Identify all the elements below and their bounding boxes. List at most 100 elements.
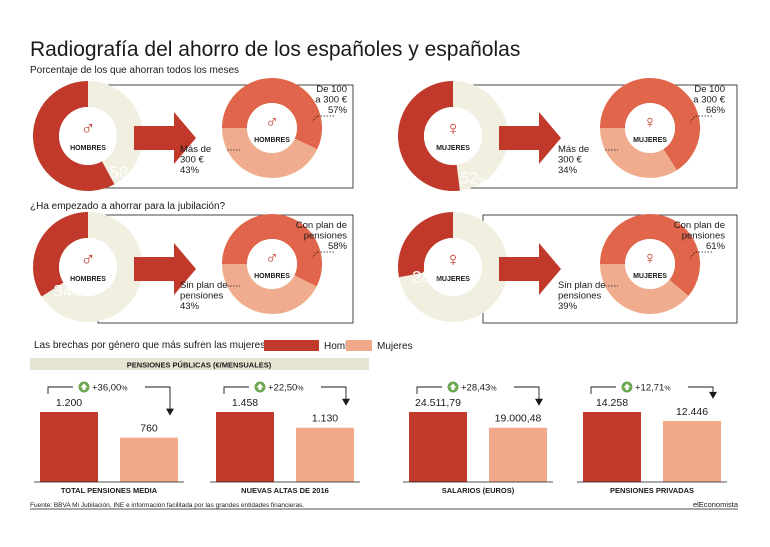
- bar-panel-title: SALARIOS (EUROS): [442, 486, 515, 495]
- breakdown-other-label: Más de 300 €43%: [180, 144, 211, 176]
- gap-percent-label: +28,43%: [461, 383, 497, 394]
- share-donut-hole: [59, 107, 117, 165]
- share-donut-slice: [398, 80, 460, 191]
- breakdown-slice-main: [600, 213, 700, 296]
- bar-hombres: [40, 412, 98, 482]
- gender-label: MUJERES: [436, 276, 470, 283]
- donut-panel-ahorro-mensual-mujeres: ♀ MUJERES 52% ♀ MUJERES De 100 a 300 €66% Más d…: [398, 77, 738, 191]
- page-subtitle: Porcentaje de los que ahorran todos los …: [30, 65, 239, 76]
- bar-value-label: 1.458: [232, 397, 258, 409]
- bar-value-label: 19.000,48: [495, 413, 542, 425]
- bar-value-label: 14.258: [596, 397, 628, 409]
- gender-label: MUJERES: [633, 273, 667, 280]
- bar-value-label: 760: [140, 423, 158, 435]
- bar-hombres: [583, 412, 641, 482]
- bar-hombres: [409, 412, 467, 482]
- breakdown-main-label: De 100 a 300 €57%: [315, 84, 347, 116]
- breakdown-hole: [625, 239, 675, 289]
- share-percent-label: 34%: [53, 282, 80, 301]
- breakdown-main-label: De 100 a 300 €66%: [693, 84, 725, 116]
- bar-panel-title: TOTAL PENSIONES MEDIA: [61, 486, 158, 495]
- gap-label-bg: [442, 379, 514, 395]
- female-symbol-icon: ♀: [643, 248, 657, 268]
- male-symbol-icon: ♂: [81, 118, 96, 140]
- breakdown-other-label: Sin plan de pensiones 43%: [180, 280, 228, 312]
- share-donut-hole: [424, 107, 482, 165]
- bar-value-label: 24.511,79: [415, 397, 461, 409]
- leader-line: [311, 115, 334, 123]
- arrow-down-icon: [535, 398, 543, 406]
- gender-label: HOMBRES: [254, 137, 290, 144]
- arrow-down-icon: [166, 408, 174, 416]
- bar-value-label: 12.446: [676, 406, 708, 418]
- male-symbol-icon: ♂: [81, 249, 96, 271]
- breakdown-slice-main: [600, 77, 700, 171]
- pensiones-header-band: [30, 358, 369, 370]
- gap-label-bg: [249, 379, 321, 395]
- share-donut-slice: [33, 212, 88, 297]
- bar-panel-title: PENSIONES PRIVADAS: [610, 486, 694, 495]
- flow-arrow-icon: [134, 243, 196, 295]
- share-percent-label: 52%: [460, 168, 487, 187]
- breakdown-slice-other: [600, 264, 689, 314]
- gap-percent-label: +12,71%: [635, 383, 671, 394]
- arrow-down-icon: [342, 398, 350, 406]
- bar-mujeres: [489, 427, 547, 482]
- flow-arrow-icon: [134, 112, 196, 164]
- share-donut-slice: [33, 81, 115, 191]
- legend-hombres-label: Hombres: [324, 341, 365, 352]
- up-arrow-glyph: [256, 383, 264, 390]
- page-title: Radiografía del ahorro de los españoles …: [30, 38, 520, 61]
- breakdown-slice-other: [222, 128, 318, 178]
- leader-line: [311, 251, 334, 259]
- bar-panels: 1.200 760 TOTAL PENSIONES MEDIA +36,00% 1.45…: [34, 379, 727, 495]
- up-arrow-glyph: [80, 383, 88, 390]
- breakdown-slice-other: [222, 264, 317, 314]
- gap-percent-label: +36,00%: [92, 383, 128, 394]
- female-symbol-icon: ♀: [446, 249, 461, 271]
- gender-label: HOMBRES: [70, 276, 106, 283]
- bar-value-label: 1.200: [56, 397, 82, 409]
- bar-panel-title: NUEVAS ALTAS DE 2016: [241, 486, 329, 495]
- flow-arrow-icon: [499, 112, 561, 164]
- bar-value-label: 1.130: [312, 413, 338, 425]
- leader-line: [689, 251, 712, 259]
- gender-label: MUJERES: [436, 145, 470, 152]
- legend-mujeres-swatch: [346, 340, 372, 351]
- arrow-down-icon: [709, 391, 717, 399]
- share-donut-hole: [424, 238, 482, 296]
- section-jubilacion-title: ¿Ha empezado a ahorrar para la jubilació…: [30, 201, 226, 212]
- bar-hombres: [216, 412, 274, 482]
- gender-label: HOMBRES: [254, 273, 290, 280]
- breakdown-slice-main: [222, 78, 323, 150]
- bar-mujeres: [663, 420, 721, 482]
- bar-panel: 14.258 12.446 PENSIONES PRIVADAS +12,71%: [577, 379, 727, 495]
- pensiones-header: PENSIONES PÚBLICAS (€/MENSUALES): [127, 361, 272, 370]
- breakdown-hole: [247, 239, 297, 289]
- share-donut-slice: [398, 212, 453, 278]
- bar-panel: 24.511,79 19.000,48 SALARIOS (EUROS) +28,43…: [403, 379, 553, 495]
- brechas-title: Las brechas por género que más sufren la…: [34, 340, 265, 351]
- female-symbol-icon: ♀: [446, 118, 461, 140]
- donut-panel-ahorro-mensual-hombres: ♂ HOMBRES 58% ♂ HOMBRES De 100 a 300 €57% Más d…: [33, 78, 354, 191]
- gender-label: MUJERES: [633, 137, 667, 144]
- bar-mujeres: [120, 437, 178, 482]
- up-arrow-glyph: [623, 383, 631, 390]
- gap-label-bg: [616, 379, 688, 395]
- bar-panel: 1.200 760 TOTAL PENSIONES MEDIA +36,00%: [34, 379, 184, 495]
- female-symbol-icon: ♀: [643, 112, 657, 132]
- gender-label: HOMBRES: [70, 145, 106, 152]
- brand-logo: elEconomista: [693, 500, 739, 509]
- share-percent-label: 58%: [110, 163, 137, 182]
- male-symbol-icon: ♂: [265, 112, 279, 132]
- breakdown-hole: [625, 103, 675, 153]
- breakdown-other-label: Sin plan de pensiones 39%: [558, 280, 606, 312]
- leader-line: [689, 115, 712, 123]
- share-donut-hole: [59, 238, 117, 296]
- male-symbol-icon: ♂: [265, 248, 279, 268]
- donut-panels: ♂ HOMBRES 58% ♂ HOMBRES De 100 a 300 €57% Más d…: [32, 77, 738, 324]
- breakdown-slice-other: [600, 128, 677, 178]
- source-note: Fuente: BBVA Mi Jubilación, INE e inform…: [30, 502, 304, 509]
